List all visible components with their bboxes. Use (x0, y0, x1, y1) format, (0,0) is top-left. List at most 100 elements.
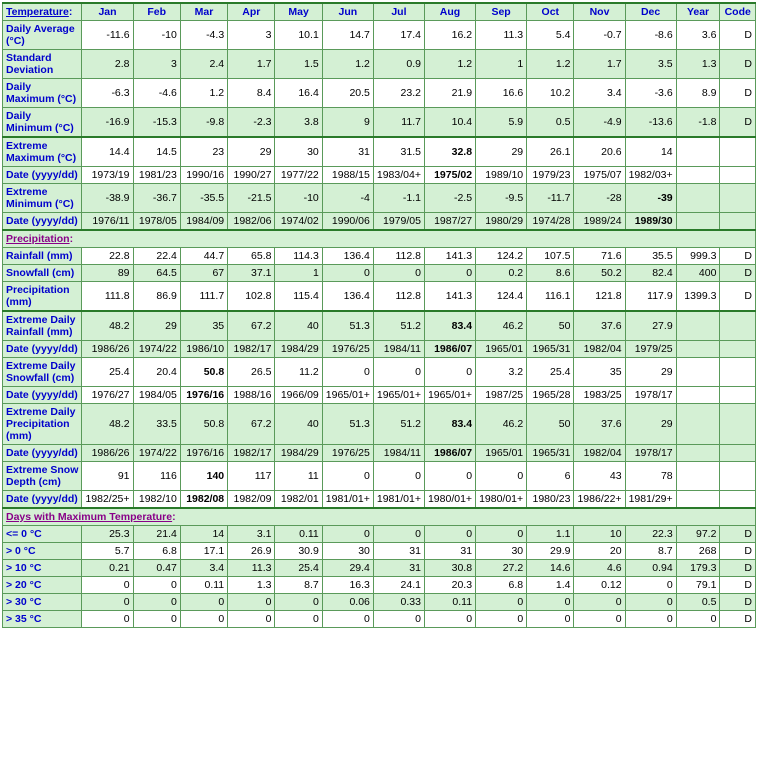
cell: 1984/11 (373, 341, 424, 358)
cell: 107.5 (527, 248, 574, 265)
cell: 114.3 (275, 248, 322, 265)
cell: 35.5 (625, 248, 676, 265)
cell: 0 (133, 611, 180, 628)
cell: 30.8 (424, 560, 475, 577)
section-link[interactable]: Precipitation (6, 233, 70, 245)
cell: 124.2 (476, 248, 527, 265)
cell: 2.4 (180, 50, 227, 79)
cell: -4.9 (574, 108, 625, 138)
cell: 14.6 (527, 560, 574, 577)
cell: 117.9 (625, 282, 676, 312)
cell: D (720, 577, 756, 594)
cell: 20.5 (322, 79, 373, 108)
cell (676, 358, 720, 387)
section-title: Precipitation: (3, 230, 756, 248)
cell: 89 (82, 265, 133, 282)
cell: 29 (228, 137, 275, 167)
cell: -3.6 (625, 79, 676, 108)
cell: 1982/03+ (625, 167, 676, 184)
cell: 0 (82, 594, 133, 611)
row-label: <= 0 °C (3, 526, 82, 543)
cell: 67.2 (228, 311, 275, 341)
cell: 1989/30 (625, 213, 676, 231)
cell: 50.8 (180, 404, 227, 445)
cell: 1984/29 (275, 445, 322, 462)
cell: 1990/16 (180, 167, 227, 184)
cell: 0 (322, 526, 373, 543)
row-label: Extreme Daily Rainfall (mm) (3, 311, 82, 341)
cell: 1984/05 (133, 387, 180, 404)
cell: 999.3 (676, 248, 720, 265)
col-header: Oct (527, 3, 574, 21)
cell: 179.3 (676, 560, 720, 577)
cell: 1978/17 (625, 445, 676, 462)
cell: 116 (133, 462, 180, 491)
cell: 1982/10 (133, 491, 180, 509)
col-header: May (275, 3, 322, 21)
cell: 0.47 (133, 560, 180, 577)
cell: 1982/17 (228, 445, 275, 462)
cell: 1976/25 (322, 445, 373, 462)
row-label: Extreme Maximum (°C) (3, 137, 82, 167)
cell: 32.8 (424, 137, 475, 167)
cell: 79.1 (676, 577, 720, 594)
row-label: Date (yyyy/dd) (3, 491, 82, 509)
cell: 35 (574, 358, 625, 387)
section-link[interactable]: Days with Maximum Temperature (6, 511, 172, 523)
cell: 1980/23 (527, 491, 574, 509)
cell: 10.4 (424, 108, 475, 138)
cell: 1983/25 (574, 387, 625, 404)
cell: 0 (275, 594, 322, 611)
cell: 31 (373, 543, 424, 560)
cell: 136.4 (322, 248, 373, 265)
cell: 1965/01+ (424, 387, 475, 404)
cell: 37.6 (574, 404, 625, 445)
row-label: Daily Average (°C) (3, 21, 82, 50)
section-link[interactable]: Temperature (6, 6, 69, 18)
cell: 20.3 (424, 577, 475, 594)
cell: 64.5 (133, 265, 180, 282)
cell: 29 (625, 358, 676, 387)
cell: 25.4 (275, 560, 322, 577)
cell: 23 (180, 137, 227, 167)
cell: 31.5 (373, 137, 424, 167)
cell (676, 311, 720, 341)
cell (676, 404, 720, 445)
col-header: Jul (373, 3, 424, 21)
cell: D (720, 526, 756, 543)
cell: 1986/26 (82, 341, 133, 358)
cell: -16.9 (82, 108, 133, 138)
row-label: Daily Minimum (°C) (3, 108, 82, 138)
cell: 141.3 (424, 248, 475, 265)
cell: 43 (574, 462, 625, 491)
section-title: Days with Maximum Temperature: (3, 508, 756, 526)
cell: 14 (625, 137, 676, 167)
cell: 1983/04+ (373, 167, 424, 184)
cell: 1.3 (228, 577, 275, 594)
cell: 97.2 (676, 526, 720, 543)
col-header: Mar (180, 3, 227, 21)
cell: 0.9 (373, 50, 424, 79)
cell: 1965/01 (476, 341, 527, 358)
cell: 0 (322, 358, 373, 387)
cell: 11.3 (476, 21, 527, 50)
cell: 1399.3 (676, 282, 720, 312)
cell: 0 (476, 462, 527, 491)
cell: 1982/17 (228, 341, 275, 358)
cell: 3.4 (180, 560, 227, 577)
cell: 3.6 (676, 21, 720, 50)
cell: 0.21 (82, 560, 133, 577)
cell: 0 (424, 526, 475, 543)
cell: 1984/29 (275, 341, 322, 358)
cell: 1986/10 (180, 341, 227, 358)
cell: 8.4 (228, 79, 275, 108)
cell: 117 (228, 462, 275, 491)
cell: 1980/01+ (476, 491, 527, 509)
cell: -35.5 (180, 184, 227, 213)
cell: -28 (574, 184, 625, 213)
cell: 1977/22 (275, 167, 322, 184)
cell (676, 167, 720, 184)
cell: 0.11 (180, 577, 227, 594)
cell: 37.1 (228, 265, 275, 282)
cell: 2.8 (82, 50, 133, 79)
